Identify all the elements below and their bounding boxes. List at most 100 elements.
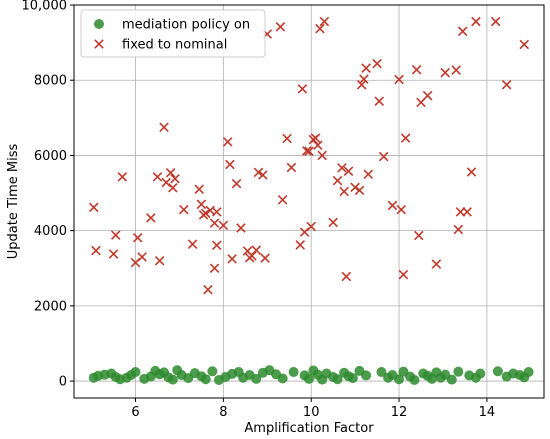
fixed-to-nominal-point: [302, 146, 312, 156]
fixed-to-nominal-point: [451, 65, 461, 75]
fixed-to-nominal-point: [462, 207, 472, 217]
fixed-to-nominal-point: [236, 223, 246, 233]
legend-box: [80, 9, 266, 58]
mediation-policy-on-point: [492, 366, 503, 377]
fixed-to-nominal-point: [275, 22, 286, 32]
y-tick-label: 0: [59, 375, 67, 390]
fixed-to-nominal-point: [227, 254, 237, 264]
fixed-to-nominal-point: [137, 252, 147, 262]
fixed-to-nominal-point: [378, 151, 389, 162]
fixed-to-nominal-point: [422, 90, 433, 101]
legend-x-glyph: [94, 39, 104, 49]
fixed-to-nominal-point: [317, 150, 327, 161]
legend: mediation policy on fixed to nominal: [80, 9, 266, 58]
y-tick-label: 4000: [34, 224, 67, 239]
fixed-to-nominal-point: [231, 178, 242, 189]
fixed-to-nominal-point: [159, 122, 169, 132]
x-tick-label: 8: [219, 405, 227, 420]
fixed-to-nominal-point: [286, 162, 297, 173]
axis-ticks: 6 8 10 12 14 0 2000 4000 6000 8000 10,000: [22, 0, 496, 420]
mediation-policy-on-point: [251, 373, 262, 384]
fixed-to-nominal-point: [361, 63, 371, 73]
y-tick-label: 6000: [34, 149, 67, 164]
fixed-to-nominal-point: [251, 245, 262, 255]
mediation-policy-on-point: [523, 367, 534, 378]
fixed-to-nominal-point: [161, 177, 172, 188]
fixed-to-nominal-point: [222, 137, 233, 147]
fixed-to-nominal-point: [337, 163, 347, 173]
fixed-to-nominal-point: [431, 259, 442, 269]
fixed-to-nominal-point: [187, 239, 198, 249]
fixed-to-nominal-point: [211, 207, 222, 217]
legend-label-fixed-to-nominal: fixed to nominal: [122, 38, 227, 53]
x-tick-label: 14: [479, 405, 496, 420]
mediation-policy-on-point: [475, 368, 486, 379]
fixed-to-nominal-point: [117, 172, 128, 182]
legend-marker-mediation-policy-on: [94, 19, 104, 29]
mediation-policy-on-point: [130, 367, 141, 378]
fixed-to-nominal-point: [218, 220, 229, 231]
plot-frame: [73, 4, 545, 399]
fixed-to-nominal-point: [363, 169, 374, 180]
mediation-policy-on-point: [304, 373, 314, 384]
mediation-policy-on-point: [200, 374, 211, 385]
mediation-policy-on-point: [207, 366, 218, 377]
fixed-to-nominal-point: [168, 183, 178, 193]
y-tick-label: 10,000: [22, 0, 68, 14]
fixed-to-nominal-point: [387, 200, 398, 211]
fixed-to-nominal-point: [411, 64, 422, 75]
fixed-to-nominal-point: [170, 173, 180, 184]
mediation-policy-on-point: [453, 366, 464, 377]
fixed-to-nominal-point: [260, 253, 270, 263]
fixed-to-nominal-point: [209, 263, 220, 274]
legend-label-mediation-policy-on: mediation policy on: [122, 18, 250, 33]
fixed-to-nominal-point: [343, 166, 354, 176]
fixed-to-nominal-point: [110, 230, 121, 240]
fixed-to-nominal-point: [359, 74, 369, 84]
fixed-to-nominal-point: [400, 133, 411, 143]
fixed-to-nominal-point: [372, 58, 382, 69]
fixed-to-nominal-point: [374, 96, 385, 107]
fixed-to-nominal-point: [328, 217, 338, 228]
y-tick-label: 2000: [34, 299, 67, 314]
fixed-to-nominal-point: [396, 204, 407, 215]
fixed-to-nominal-point: [146, 213, 156, 223]
fixed-to-nominal-point: [471, 16, 481, 27]
fixed-to-nominal-point: [196, 199, 207, 210]
fixed-to-nominal-point: [394, 74, 404, 85]
fixed-to-nominal-point: [282, 133, 292, 144]
fixed-to-nominal-point: [179, 204, 189, 215]
fixed-to-nominal-point: [306, 221, 316, 232]
fixed-to-nominal-point: [194, 184, 204, 195]
fixed-to-nominal-point: [319, 16, 330, 27]
fixed-to-nominal-point: [453, 224, 464, 235]
fixed-to-nominal-point: [519, 39, 529, 50]
fixed-to-nominal-point: [295, 240, 305, 250]
legend-marker-fixed-to-nominal: [94, 39, 104, 49]
fixed-to-nominal-point: [501, 79, 512, 90]
fixed-to-nominal-point: [315, 23, 325, 34]
fixed-to-nominal-point: [108, 249, 119, 259]
mediation-policy-on-point: [376, 367, 387, 378]
fixed-to-nominal-point: [440, 67, 450, 78]
fixed-to-nominal-point: [201, 208, 211, 219]
fixed-to-nominal-point: [209, 218, 220, 228]
fixed-to-nominal-point: [304, 146, 314, 157]
fixed-to-nominal-point: [225, 159, 235, 170]
fixed-to-nominal-point: [258, 170, 268, 180]
x-axis-label: Amplification Factor: [244, 421, 374, 436]
fixed-to-nominal-point: [308, 134, 319, 145]
mediation-policy-on-point: [167, 374, 178, 385]
mediation-policy-on-point: [332, 374, 343, 385]
fixed-to-nominal-point: [89, 202, 99, 213]
fixed-to-nominal-point: [457, 26, 468, 37]
fixed-to-nominal-point: [313, 140, 323, 151]
fixed-to-nominal-point: [297, 84, 308, 94]
mediation-policy-on-point: [409, 374, 420, 385]
mediation-policy-on-point: [288, 367, 299, 378]
mediation-policy-on-point: [347, 373, 358, 384]
fixed-to-nominal-point: [154, 255, 165, 266]
fixed-to-nominal-point: [466, 167, 477, 177]
fixed-to-nominal-point: [211, 240, 222, 251]
